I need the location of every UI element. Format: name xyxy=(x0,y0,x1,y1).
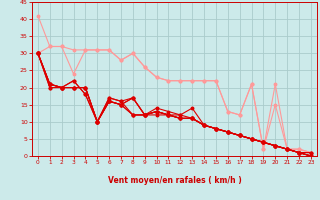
X-axis label: Vent moyen/en rafales ( km/h ): Vent moyen/en rafales ( km/h ) xyxy=(108,176,241,185)
